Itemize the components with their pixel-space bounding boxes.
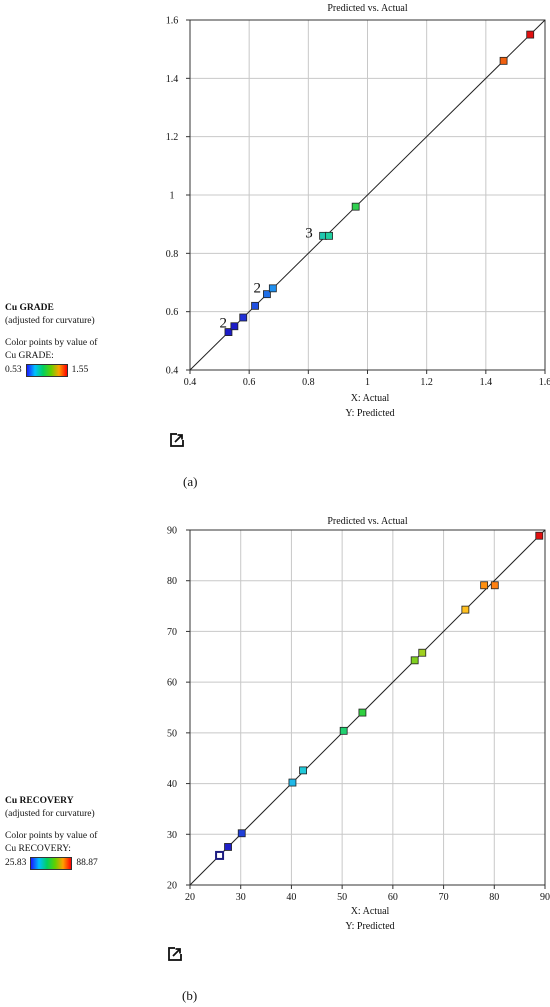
chart-b-caption: (b) bbox=[182, 988, 198, 1003]
data-point bbox=[251, 301, 259, 310]
y-tick-label: 40 bbox=[167, 779, 177, 790]
legend-gradient-bar bbox=[30, 857, 73, 870]
x-tick-label: 0.8 bbox=[302, 377, 315, 388]
data-point bbox=[325, 231, 333, 240]
chart-b-legend: Cu RECOVERY (adjusted for curvature) Col… bbox=[5, 795, 98, 870]
y-tick-label: 30 bbox=[167, 830, 177, 841]
data-point bbox=[268, 284, 277, 293]
legend-variable: Cu RECOVERY bbox=[5, 796, 74, 806]
y-tick-label: 20 bbox=[167, 881, 177, 892]
legend-min: 25.83 bbox=[5, 858, 27, 868]
point-annotation: 2 bbox=[219, 316, 227, 332]
data-point bbox=[410, 656, 419, 665]
y-tick-label: 1.6 bbox=[166, 16, 179, 27]
chart-b: 20 30 40 50 60 70 80 90 20 30 40 50 60 70 80 90 bbox=[167, 526, 550, 904]
external-link-icon[interactable] bbox=[168, 947, 182, 961]
x-tick-label: 90 bbox=[540, 892, 550, 903]
chart-a-xlabel: X: Actual bbox=[350, 393, 390, 404]
point-annotation: 3 bbox=[305, 225, 313, 241]
y-tick-label: 0.6 bbox=[166, 307, 179, 318]
y-tick-label: 0.4 bbox=[166, 366, 179, 377]
x-tick-label: 0.6 bbox=[243, 377, 256, 388]
chart-b-ylabel: Y: Predicted bbox=[345, 921, 395, 932]
legend-min: 0.53 bbox=[5, 365, 22, 375]
y-tick-label: 50 bbox=[167, 728, 177, 739]
y-tick-label: 1.4 bbox=[166, 74, 179, 85]
x-tick-label: 1 bbox=[365, 377, 370, 388]
y-tick-label: 60 bbox=[167, 678, 177, 689]
legend-subtitle: (adjusted for curvature) bbox=[5, 316, 95, 326]
chart-a-title: Predicted vs. Actual bbox=[327, 3, 408, 14]
data-point bbox=[215, 850, 225, 860]
x-tick-label: 50 bbox=[337, 892, 347, 903]
chart-a-legend: Cu GRADE (adjusted for curvature) Color … bbox=[5, 302, 97, 377]
y-tick-label: 80 bbox=[167, 576, 177, 587]
legend-note: Color points by value of bbox=[5, 338, 98, 348]
data-point bbox=[263, 290, 271, 299]
y-tick-label: 90 bbox=[167, 526, 177, 537]
legend-variable: Cu GRADE bbox=[5, 303, 54, 313]
x-tick-label: 40 bbox=[286, 892, 296, 903]
point-annotation: 2 bbox=[254, 281, 262, 297]
data-point bbox=[224, 843, 232, 851]
data-point bbox=[237, 829, 246, 838]
external-link-icon[interactable] bbox=[170, 433, 184, 447]
y-tick-label: 70 bbox=[167, 627, 177, 638]
data-point bbox=[299, 766, 307, 775]
chart-a-ylabel: Y: Predicted bbox=[345, 408, 395, 419]
legend-color-scale: 25.83 88.87 bbox=[5, 857, 98, 870]
legend-variable-name: Cu RECOVERY: bbox=[5, 844, 71, 854]
data-point bbox=[351, 202, 360, 211]
data-point bbox=[339, 726, 348, 735]
legend-variable-name: Cu GRADE: bbox=[5, 351, 54, 361]
chart-b-xlabel: X: Actual bbox=[350, 906, 390, 917]
data-point bbox=[526, 30, 535, 39]
data-point bbox=[499, 56, 508, 65]
x-tick-label: 30 bbox=[236, 892, 246, 903]
x-tick-label: 20 bbox=[185, 892, 195, 903]
x-tick-label: 1.6 bbox=[539, 377, 550, 388]
legend-max: 88.87 bbox=[76, 858, 98, 868]
x-tick-label: 80 bbox=[489, 892, 499, 903]
legend-gradient-bar bbox=[25, 364, 68, 377]
x-tick-label: 1.2 bbox=[420, 377, 433, 388]
x-tick-label: 1.4 bbox=[480, 377, 493, 388]
chart-a: 0.4 0.6 0.8 1 1.2 1.4 1.6 0.4 0.6 0.8 1 1.2 1.4 1.6 2 2… bbox=[166, 16, 550, 389]
data-point bbox=[230, 322, 239, 331]
data-point bbox=[480, 581, 489, 590]
legend-max: 1.55 bbox=[71, 365, 89, 375]
data-point bbox=[535, 531, 544, 540]
reference-line bbox=[189, 19, 546, 371]
data-point bbox=[288, 778, 297, 787]
y-tick-label: 0.8 bbox=[166, 249, 179, 260]
data-point bbox=[224, 328, 233, 336]
legend-note: Color points by value of bbox=[5, 831, 98, 841]
chart-a-caption: (a) bbox=[183, 474, 198, 489]
data-point bbox=[490, 581, 499, 590]
y-tick-label: 1 bbox=[170, 191, 175, 202]
x-tick-label: 0.4 bbox=[184, 377, 197, 388]
x-tick-label: 60 bbox=[388, 892, 398, 903]
data-point bbox=[461, 605, 470, 614]
legend-color-scale: 0.53 1.55 bbox=[5, 364, 97, 377]
data-point bbox=[358, 708, 367, 717]
plot-frame bbox=[189, 529, 546, 886]
legend-subtitle: (adjusted for curvature) bbox=[5, 809, 95, 819]
x-tick-label: 70 bbox=[439, 892, 449, 903]
chart-b-title: Predicted vs. Actual bbox=[327, 516, 408, 527]
data-point bbox=[239, 313, 248, 322]
data-point bbox=[418, 648, 427, 657]
y-tick-label: 1.2 bbox=[166, 132, 179, 143]
